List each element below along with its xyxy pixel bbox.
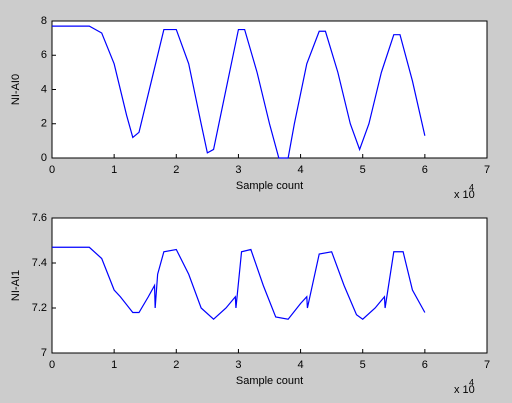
data-line <box>52 246 426 321</box>
x-tick-label: 3 <box>235 164 241 176</box>
x-tick-label: 2 <box>173 164 179 176</box>
x-multiplier-exponent: 4 <box>469 182 474 192</box>
x-axis-label: Sample count <box>236 375 303 387</box>
x-tick-label: 3 <box>235 359 241 371</box>
x-tick-label: 1 <box>111 164 117 176</box>
data-line <box>52 25 426 159</box>
plot-area <box>51 20 488 159</box>
x-tick-label: 7 <box>484 164 490 176</box>
x-tick-label: 4 <box>298 359 304 371</box>
x-tick-label: 5 <box>360 164 366 176</box>
x-multiplier: x 10 <box>454 384 475 396</box>
x-tick-label: 6 <box>422 164 428 176</box>
x-tick-label: 6 <box>422 359 428 371</box>
y-tick-label: 7 <box>41 347 47 359</box>
x-multiplier: x 10 <box>454 189 475 201</box>
x-axis-label: Sample count <box>236 180 303 192</box>
y-tick-label: 7.2 <box>32 302 47 314</box>
x-tick-label: 0 <box>49 359 55 371</box>
x-tick-label: 1 <box>111 359 117 371</box>
y-tick-label: 6 <box>41 49 47 61</box>
y-tick-label: 0 <box>41 152 47 164</box>
x-tick-label: 7 <box>484 359 490 371</box>
x-tick-label: 4 <box>298 164 304 176</box>
y-axis-label: NI-AI0 <box>10 74 22 105</box>
y-tick-label: 4 <box>41 83 47 95</box>
x-tick-label: 5 <box>360 359 366 371</box>
x-multiplier-exponent: 4 <box>469 377 474 387</box>
plot-area <box>51 217 488 354</box>
x-tick-label: 0 <box>49 164 55 176</box>
y-tick-label: 7.6 <box>32 212 47 224</box>
y-tick-label: 8 <box>41 15 47 27</box>
x-tick-label: 2 <box>173 359 179 371</box>
y-tick-label: 2 <box>41 118 47 130</box>
y-axis-label: NI-AI1 <box>10 270 22 301</box>
y-tick-label: 7.4 <box>32 257 47 269</box>
